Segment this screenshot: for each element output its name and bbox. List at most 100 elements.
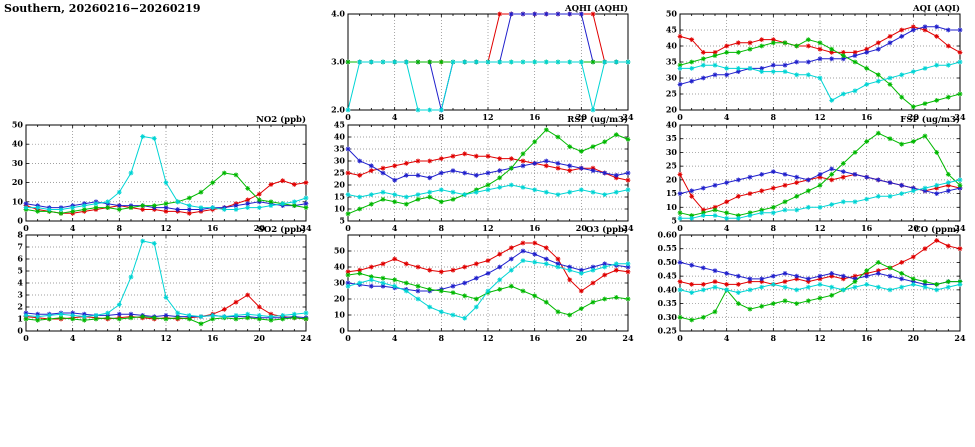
x-tick-label: 12 [814, 223, 825, 233]
y-tick-label: 2.0 [331, 105, 345, 115]
x-tick-label: 20 [254, 333, 266, 343]
series-markers-blue [677, 24, 963, 87]
x-tick-label: 8 [771, 112, 777, 122]
y-tick-label: 5 [17, 266, 23, 276]
y-tick-label: 40 [666, 120, 678, 130]
y-tick-label: 10 [334, 204, 346, 214]
chart-canvas-aqhi: 2.0 3.0 4.0 0 4 8 12 16 20 24 AQHI (AQHI) [331, 3, 634, 122]
y-tick-label: 35 [334, 144, 345, 154]
page-title: Southern, 20260216−20260219 [4, 2, 201, 15]
y-tick-label: 0.60 [658, 230, 678, 240]
x-tick-label: 12 [814, 333, 825, 343]
y-tick-label: 6 [17, 254, 23, 264]
y-tick-label: 0.35 [658, 298, 677, 308]
series-markers-blue [677, 166, 963, 196]
y-tick-label: 20 [334, 294, 346, 304]
y-tick-label: 1 [17, 314, 23, 324]
series-line-cyan [25, 240, 307, 318]
x-tick-label: 8 [439, 112, 445, 122]
y-tick-label: 40 [334, 132, 346, 142]
y-tick-label: 4 [17, 278, 23, 288]
x-tick-label: 12 [482, 223, 493, 233]
x-tick-label: 16 [529, 333, 541, 343]
x-tick-label: 20 [576, 333, 588, 343]
y-tick-label: 0.55 [658, 243, 677, 253]
x-tick-label: 24 [622, 223, 634, 233]
chart-title: O3 (ppb) [586, 224, 628, 235]
series-markers-red [677, 24, 963, 55]
y-tick-label: 25 [334, 168, 345, 178]
x-tick-label: 24 [954, 223, 966, 233]
x-tick-label: 0 [23, 333, 29, 343]
x-tick-label: 20 [254, 223, 266, 233]
y-tick-label: 30 [334, 278, 346, 288]
chart-canvas-co: 0.250.300.350.400.450.500.550.600 4 8 12 16 2… [658, 224, 966, 343]
chart-o3: 0 10 20 30 40 50 0 4 8 12 16 20 24 O3 (ppb) [322, 224, 634, 346]
chart-title: AQI (AQI) [912, 3, 960, 14]
series-markers-cyan [677, 282, 963, 295]
x-tick-label: 16 [861, 112, 873, 122]
x-tick-label: 24 [300, 223, 312, 233]
y-tick-label: 5 [339, 216, 345, 226]
chart-rsp: 5 10 15 20 25 30 35 40 45 0 4 8 12 16 20 24 RSP (ug/m3) [322, 114, 634, 236]
x-tick-label: 24 [300, 333, 312, 343]
series-markers-green [677, 130, 963, 218]
series-markers-green [23, 314, 309, 327]
y-tick-label: 50 [334, 246, 346, 256]
x-tick-label: 12 [814, 112, 825, 122]
y-tick-label: 50 [666, 9, 678, 19]
series-markers-green [677, 260, 963, 323]
y-tick-label: 0.25 [658, 326, 677, 336]
y-tick-label: 15 [666, 188, 677, 198]
y-tick-label: 0 [339, 326, 345, 336]
x-tick-label: 0 [345, 112, 351, 122]
x-tick-label: 8 [117, 333, 123, 343]
x-tick-label: 16 [207, 333, 219, 343]
chart-fsp: 5 10 15 20 25 30 35 40 0 4 8 12 16 20 24 FSP (ug/m3) [654, 114, 966, 236]
x-tick-label: 4 [724, 223, 730, 233]
x-tick-label: 0 [345, 333, 351, 343]
x-tick-label: 4 [724, 333, 730, 343]
y-tick-label: 10 [12, 196, 24, 206]
x-tick-label: 0 [677, 223, 683, 233]
y-tick-label: 0.30 [658, 312, 678, 322]
x-tick-label: 20 [908, 333, 920, 343]
y-tick-label: 10 [666, 202, 678, 212]
chart-title: CO (ppm) [914, 224, 960, 235]
y-tick-label: 2 [17, 302, 23, 312]
x-tick-label: 4 [392, 333, 398, 343]
y-tick-label: 35 [666, 57, 677, 67]
chart-so2: 0 1 2 3 4 5 6 7 8 0 4 8 12 16 20 24 SO2 (ppb) [0, 224, 312, 346]
series-markers-blue [345, 146, 631, 183]
x-tick-label: 16 [861, 223, 873, 233]
y-tick-label: 3 [17, 290, 23, 300]
y-tick-label: 15 [334, 192, 345, 202]
y-tick-label: 45 [334, 120, 345, 130]
y-tick-label: 0 [17, 216, 23, 226]
series-markers-red [345, 240, 631, 294]
chart-aqhi: 2.0 3.0 4.0 0 4 8 12 16 20 24 AQHI (AQHI) [322, 3, 634, 125]
y-tick-label: 20 [334, 180, 346, 190]
chart-title: NO2 (ppb) [256, 114, 306, 125]
x-tick-label: 16 [861, 333, 873, 343]
chart-title: SO2 (ppb) [258, 224, 306, 235]
x-tick-label: 20 [908, 223, 920, 233]
x-tick-label: 4 [70, 333, 76, 343]
x-tick-label: 4 [724, 112, 730, 122]
x-tick-label: 16 [207, 223, 219, 233]
y-tick-label: 20 [12, 177, 24, 187]
y-tick-label: 3.0 [331, 57, 345, 67]
x-tick-label: 20 [908, 112, 920, 122]
y-tick-label: 25 [666, 89, 677, 99]
y-tick-label: 0.50 [658, 257, 678, 267]
series-markers-cyan [345, 59, 631, 113]
y-tick-label: 5 [671, 216, 677, 226]
y-tick-label: 30 [666, 73, 678, 83]
x-tick-label: 24 [954, 112, 966, 122]
y-tick-label: 20 [666, 174, 678, 184]
chart-aqi: 20 25 30 35 40 45 50 0 4 8 12 16 20 24 AQI (AQI) [654, 3, 966, 125]
series-markers-cyan [677, 177, 963, 221]
